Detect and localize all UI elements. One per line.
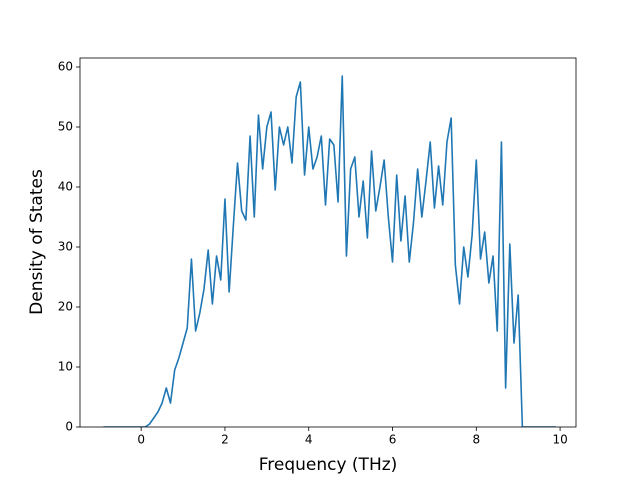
y-axis-label: Density of States [27, 169, 47, 315]
x-tick-label: 2 [221, 433, 229, 447]
x-tick-label: 6 [389, 433, 397, 447]
y-tick-label: 20 [58, 300, 73, 314]
x-axis-label: Frequency (THz) [259, 455, 398, 475]
y-tick-label: 60 [58, 60, 73, 74]
y-tick-label: 10 [58, 360, 73, 374]
x-tick-label: 4 [305, 433, 313, 447]
y-tick-label: 30 [58, 240, 73, 254]
y-tick-label: 40 [58, 180, 73, 194]
y-tick-label: 50 [58, 120, 73, 134]
data-line [103, 75, 556, 427]
plot-frame [79, 57, 577, 428]
x-tick-label: 0 [137, 433, 145, 447]
y-tick-label: 0 [65, 420, 73, 434]
x-tick-label: 10 [552, 433, 567, 447]
x-tick-label: 8 [472, 433, 480, 447]
